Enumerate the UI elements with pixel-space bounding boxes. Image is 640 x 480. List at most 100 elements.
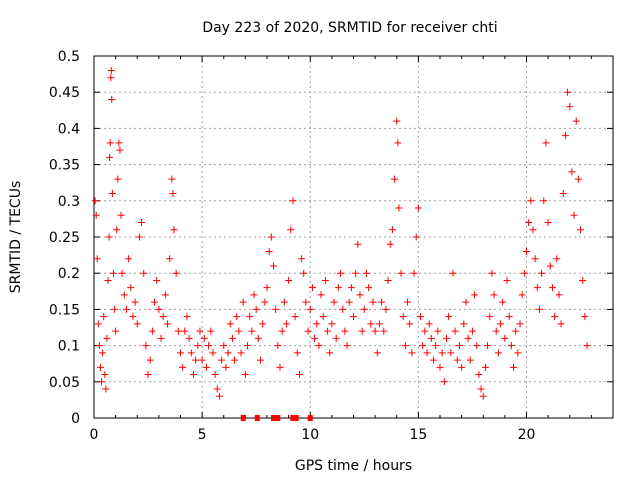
x-tick-label: 5 (198, 427, 207, 443)
data-point (360, 305, 368, 313)
data-point (239, 298, 247, 306)
data-point (311, 334, 319, 342)
data-point (248, 327, 256, 335)
data-point (388, 226, 396, 234)
data-point (113, 226, 121, 234)
data-point (486, 313, 494, 321)
data-point (553, 255, 561, 263)
data-point (427, 334, 435, 342)
data-point (93, 255, 101, 263)
data-point (138, 219, 146, 227)
data-point (220, 342, 228, 350)
data-point (473, 342, 481, 350)
data-point (321, 276, 329, 284)
data-point (224, 349, 232, 357)
data-point (339, 305, 347, 313)
data-point (419, 342, 427, 350)
data-point (354, 240, 362, 248)
data-point (492, 327, 500, 335)
data-point (386, 240, 394, 248)
x-tick-label: 10 (301, 427, 319, 443)
data-point (458, 363, 466, 371)
data-point (417, 313, 425, 321)
data-point (510, 363, 518, 371)
y-tick-label: 0.45 (49, 85, 80, 101)
x-tick-label: 20 (518, 427, 536, 443)
data-point (334, 284, 342, 292)
data-point (205, 342, 213, 350)
data-point (96, 363, 104, 371)
data-point (559, 190, 567, 198)
data-point (520, 269, 528, 277)
data-point (453, 356, 461, 364)
data-point (577, 226, 585, 234)
data-point (507, 342, 515, 350)
data-point (501, 334, 509, 342)
data-point (244, 342, 252, 350)
data-point (135, 233, 143, 241)
data-point (555, 291, 563, 299)
data-point (484, 342, 492, 350)
data-point (399, 313, 407, 321)
data-point (410, 269, 418, 277)
data-point (267, 233, 275, 241)
data-point (583, 342, 591, 350)
data-point (140, 269, 148, 277)
data-point (406, 320, 414, 328)
data-point (393, 117, 401, 125)
data-point (408, 349, 416, 357)
data-point (104, 276, 112, 284)
data-point (373, 349, 381, 357)
data-point (103, 334, 111, 342)
data-point (91, 197, 99, 205)
data-point (142, 342, 150, 350)
data-point (367, 320, 375, 328)
data-point (295, 371, 303, 379)
data-point (527, 197, 535, 205)
data-point (442, 334, 450, 342)
data-point (551, 313, 559, 321)
data-point (380, 327, 388, 335)
data-points (91, 66, 591, 400)
data-point (423, 349, 431, 357)
data-point (488, 269, 496, 277)
grid-lines (94, 56, 613, 418)
data-point (218, 356, 226, 364)
data-point (107, 74, 115, 82)
data-point (382, 305, 390, 313)
data-point (525, 219, 533, 227)
data-point (468, 327, 476, 335)
data-point (291, 313, 299, 321)
data-point (278, 327, 286, 335)
data-point (118, 269, 126, 277)
data-point (514, 349, 522, 357)
data-point (265, 247, 273, 255)
data-point (144, 371, 152, 379)
data-point (378, 298, 386, 306)
data-point (114, 175, 122, 183)
x-tick-label: 15 (409, 427, 427, 443)
data-point (394, 139, 402, 147)
data-point (535, 305, 543, 313)
data-point (179, 363, 187, 371)
data-point (157, 334, 165, 342)
y-tick-label: 0 (71, 411, 80, 427)
data-point (330, 298, 338, 306)
data-point (102, 385, 110, 393)
data-point (350, 313, 357, 321)
zero-marker (254, 415, 260, 421)
data-point (198, 356, 206, 364)
data-point (293, 349, 301, 357)
data-point (287, 226, 295, 234)
data-point (112, 327, 120, 335)
data-point (272, 305, 280, 313)
data-point (200, 334, 208, 342)
data-point (115, 139, 123, 147)
x-tick-label: 0 (90, 427, 99, 443)
data-point (111, 305, 119, 313)
data-point (533, 284, 541, 292)
data-point (289, 197, 297, 205)
data-point (106, 153, 114, 161)
zero-marker (290, 415, 296, 421)
